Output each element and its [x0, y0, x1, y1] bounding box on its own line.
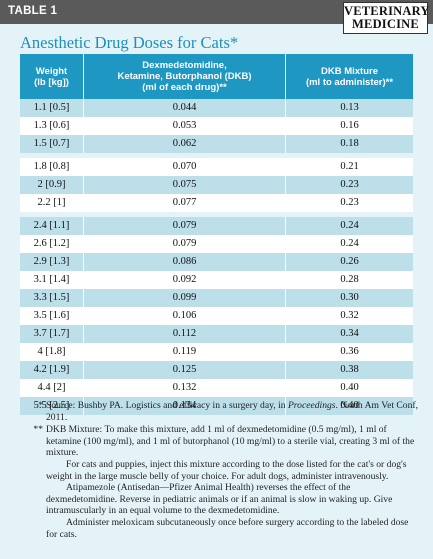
weight-cell: 4.4 [2] — [37, 382, 66, 393]
weight-cell: 2.9 [1.3] — [33, 256, 70, 267]
publication-logo: VETERINARY MEDICINE — [343, 2, 430, 34]
header-text: (ml to administer)** — [305, 76, 394, 88]
dkb-dose-cell: 0.106 — [83, 307, 285, 325]
table-body: 1.1 [0.5] 0.044 0.13 1.3 [0.6] 0.053 0.16 1.5 … — [20, 99, 413, 415]
dkb-dose-cell: 0.099 — [83, 289, 285, 307]
table-row: 1.5 [0.7] 0.062 0.18 — [20, 135, 413, 153]
mixture-dose-cell: 0.40 — [285, 379, 413, 397]
table-row: 1.8 [0.8] 0.070 0.21 — [20, 158, 413, 176]
table-row: 5.5 [2.5] 0.134 0.40 — [20, 397, 413, 415]
mixture-dose-cell: 0.23 — [285, 176, 413, 194]
mixture-dose-cell: 0.32 — [285, 307, 413, 325]
table-row: 4.2 [1.9] 0.125 0.38 — [20, 361, 413, 379]
instruction-paragraph: Administer meloxicam subcutaneously once… — [46, 516, 409, 540]
column-header-mixture: DKB Mixture (ml to administer)** — [285, 54, 413, 99]
mixture-dose-cell: 0.24 — [285, 217, 413, 235]
dkb-dose-cell: 0.112 — [83, 325, 285, 343]
dkb-dose-cell: 0.092 — [83, 271, 285, 289]
mixture-dose-cell: 0.30 — [285, 289, 413, 307]
table-header: Weight (lb [kg]) Dexmedetomidine, Ketami… — [20, 54, 413, 99]
source-italic: Proceedings — [287, 400, 336, 411]
dkb-dose-cell: 0.075 — [83, 176, 285, 194]
column-header-dkb: Dexmedetomidine, Ketamine, Butorphanol (… — [83, 54, 285, 99]
table-title: Anesthetic Drug Doses for Cats* — [20, 33, 239, 52]
weight-cell: 3.3 [1.5] — [33, 292, 70, 303]
dkb-dose-cell: 0.132 — [83, 379, 285, 397]
dose-table: Weight (lb [kg]) Dexmedetomidine, Ketami… — [20, 54, 413, 415]
table-label: TABLE 1 — [8, 5, 58, 17]
header-text: (lb [kg]) — [34, 76, 69, 88]
dkb-dose-cell: 0.070 — [83, 158, 285, 176]
table-row: 1.1 [0.5] 0.044 0.13 — [20, 99, 413, 117]
weight-cell: 4 [1.8] — [37, 346, 66, 357]
dkb-dose-cell: 0.079 — [83, 217, 285, 235]
source-text-end: . North Am Vet Conf, 2011. — [46, 400, 418, 423]
footnotes: * Source: Bushby PA. Logistics and effica… — [28, 400, 420, 541]
table-row: 2.6 [1.2] 0.079 0.24 — [20, 235, 413, 253]
dkb-dose-cell: 0.053 — [83, 117, 285, 135]
header-text: Ketamine, Butorphanol (DKB) — [117, 71, 252, 82]
mixture-dose-cell: 0.24 — [285, 235, 413, 253]
source-note: * Source: Bushby PA. Logistics and effica… — [28, 400, 420, 423]
mixture-dose-cell: 0.40 — [285, 397, 413, 415]
mixture-note: ** DKB Mixture: To make this mixture, add… — [28, 424, 420, 540]
weight-cell: 4.2 [1.9] — [33, 364, 70, 375]
table-row: 2.4 [1.1] 0.079 0.24 — [20, 217, 413, 235]
instruction-paragraph: For cats and puppies, inject this mixtur… — [46, 458, 407, 482]
weight-cell: 2.4 [1.1] — [33, 220, 70, 231]
dkb-dose-cell: 0.086 — [83, 253, 285, 271]
table-row: 2 [0.9] 0.075 0.23 — [20, 176, 413, 194]
source-text: Source: Bushby PA. Logistics and efficac… — [46, 400, 288, 411]
mixture-dose-cell: 0.26 — [285, 253, 413, 271]
dkb-dose-cell: 0.044 — [83, 99, 285, 117]
mixture-dose-cell: 0.28 — [285, 271, 413, 289]
mixture-dose-cell: 0.13 — [285, 99, 413, 117]
weight-cell: 3.7 [1.7] — [33, 328, 70, 339]
weight-cell: 1.5 [0.7] — [33, 138, 70, 149]
weight-cell: 3.1 [1.4] — [33, 274, 70, 285]
dkb-dose-cell: 0.125 — [83, 361, 285, 379]
header-text: (ml of each drug)** — [142, 82, 227, 93]
table-row: 3.5 [1.6] 0.106 0.32 — [20, 307, 413, 325]
mixture-dose-cell: 0.38 — [285, 361, 413, 379]
header-text: Dexmedetomidine, — [142, 60, 227, 71]
table-row: 3.1 [1.4] 0.092 0.28 — [20, 271, 413, 289]
table-row: 3.7 [1.7] 0.112 0.34 — [20, 325, 413, 343]
mixture-dose-cell: 0.18 — [285, 135, 413, 153]
footnote-mark: * — [38, 400, 43, 411]
weight-cell: 5.5 [2.5] — [33, 400, 70, 411]
dkb-dose-cell: 0.079 — [83, 235, 285, 253]
footnote-mark: ** — [33, 424, 43, 436]
mixture-dose-cell: 0.23 — [285, 194, 413, 212]
table-row: 4.4 [2] 0.132 0.40 — [20, 379, 413, 397]
table-row: 3.3 [1.5] 0.099 0.30 — [20, 289, 413, 307]
weight-cell: 1.1 [0.5] — [33, 102, 70, 113]
weight-cell: 3.5 [1.6] — [33, 310, 70, 321]
weight-cell: 2.6 [1.2] — [33, 238, 70, 249]
mixture-dose-cell: 0.36 — [285, 343, 413, 361]
weight-cell: 2.2 [1] — [37, 197, 66, 208]
dkb-dose-cell: 0.062 — [83, 135, 285, 153]
weight-cell: 1.3 [0.6] — [33, 120, 70, 131]
table-row: 2.2 [1] 0.077 0.23 — [20, 194, 413, 212]
table-row: 1.3 [0.6] 0.053 0.16 — [20, 117, 413, 135]
table-row: 2.9 [1.3] 0.086 0.26 — [20, 253, 413, 271]
header-text: DKB Mixture — [320, 65, 378, 77]
mixture-dose-cell: 0.34 — [285, 325, 413, 343]
logo-line2: MEDICINE — [352, 17, 419, 31]
column-header-weight: Weight (lb [kg]) — [20, 54, 83, 99]
dkb-dose-cell: 0.119 — [83, 343, 285, 361]
logo-line1: VETERINARY — [344, 4, 430, 18]
instruction-paragraph: Atipamezole (Antisedan—Pfizer Animal Hea… — [46, 482, 393, 517]
table-row: 4 [1.8] 0.119 0.36 — [20, 343, 413, 361]
header-text: Weight — [35, 65, 68, 77]
mixture-text: DKB Mixture: To make this mixture, add 1… — [46, 424, 415, 459]
dkb-dose-cell: 0.077 — [83, 194, 285, 212]
weight-cell: 1.8 [0.8] — [33, 161, 70, 172]
dkb-dose-cell: 0.134 — [83, 397, 285, 415]
mixture-dose-cell: 0.16 — [285, 117, 413, 135]
weight-cell: 2 [0.9] — [37, 179, 66, 190]
mixture-dose-cell: 0.21 — [285, 158, 413, 176]
